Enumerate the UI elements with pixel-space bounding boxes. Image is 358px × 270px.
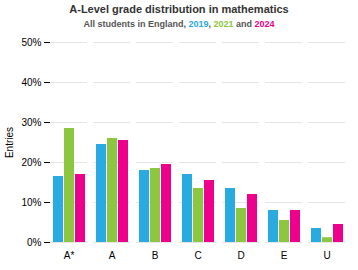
- svg-text:40%: 40%: [21, 77, 41, 88]
- svg-text:0%: 0%: [27, 237, 42, 248]
- svg-text:E: E: [281, 250, 288, 261]
- svg-text:Entries: Entries: [4, 127, 15, 158]
- svg-text:30%: 30%: [21, 117, 41, 128]
- svg-text:50%: 50%: [21, 37, 41, 48]
- svg-text:B: B: [152, 250, 159, 261]
- svg-text:10%: 10%: [21, 197, 41, 208]
- svg-text:C: C: [194, 250, 201, 261]
- svg-text:A: A: [109, 250, 116, 261]
- svg-text:20%: 20%: [21, 157, 41, 168]
- svg-text:U: U: [323, 250, 330, 261]
- html-text:All students in England, 2019,: All students in England, 2019, 2021 and …: [83, 19, 275, 29]
- html-text:A-Level grade distribution in: A-Level grade distribution in mathematic…: [69, 3, 289, 15]
- svg-text:D: D: [237, 250, 244, 261]
- svg-text:A*: A*: [64, 250, 75, 261]
